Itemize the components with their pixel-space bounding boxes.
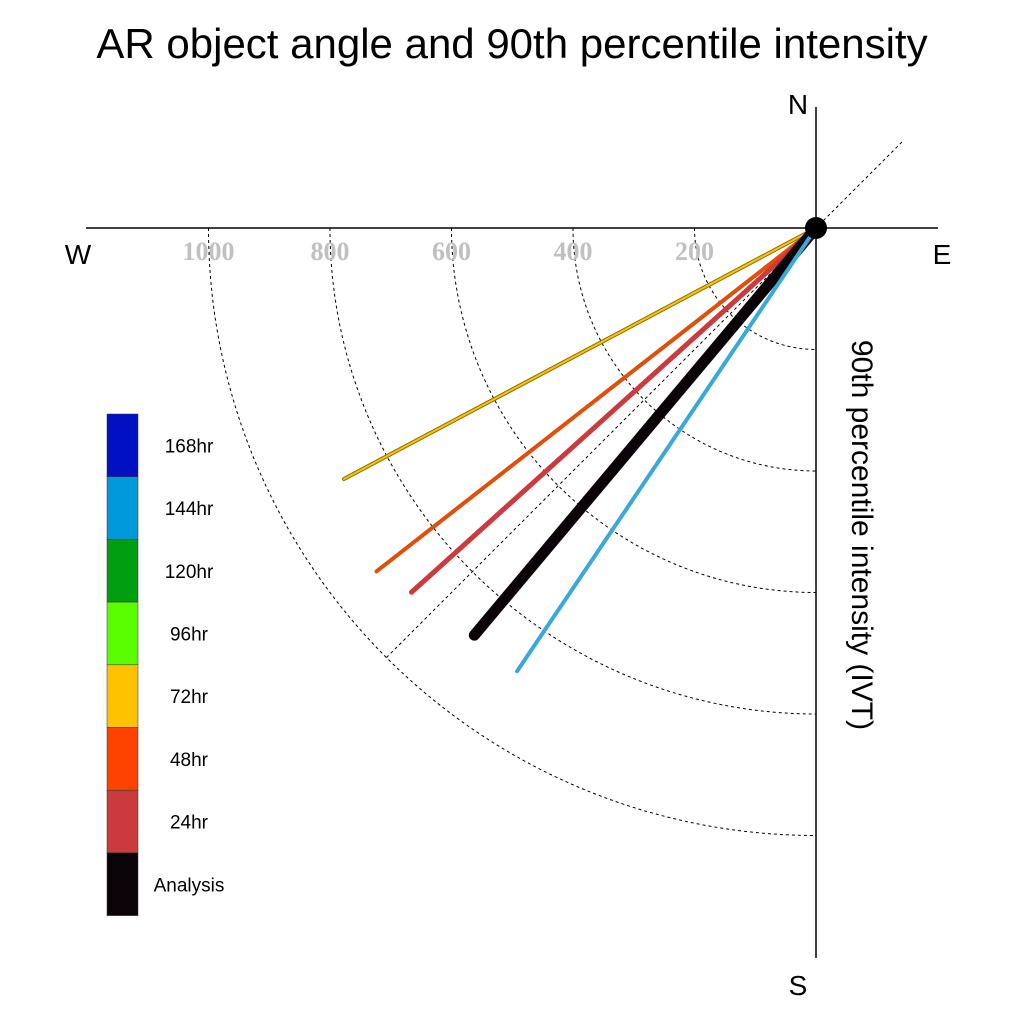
legend-swatch-120hr <box>106 539 139 603</box>
legend-swatch-72hr <box>106 664 139 728</box>
radial-tick-label-200: 200 <box>675 237 714 266</box>
grid-arc-200 <box>694 227 817 350</box>
radial-tick-label-800: 800 <box>311 237 350 266</box>
legend-swatch-24hr <box>106 789 139 854</box>
legend-swatch-168hr <box>106 413 139 477</box>
radial-tick-label-400: 400 <box>554 237 593 266</box>
grid-arc-600 <box>451 227 817 593</box>
compass-east-label: E <box>933 239 952 270</box>
y-axis-label: 90th percentile intensity (IVT) <box>845 340 878 730</box>
legend-swatch-analysis <box>106 852 139 916</box>
radial-tick-labels: 200 400 600 800 1000 <box>183 237 715 266</box>
grid-arc-1000 <box>208 227 817 836</box>
legend-label-analysis: Analysis <box>154 875 225 896</box>
legend-swatch-96hr <box>106 601 139 666</box>
legend-label-96hr: 96hr <box>170 624 209 645</box>
reference-diagonal <box>386 141 903 658</box>
radial-tick-label-1000: 1000 <box>183 237 235 266</box>
legend-label-24hr: 24hr <box>170 813 209 834</box>
legend-swatch-144hr <box>106 476 139 540</box>
legend-label-120hr: 120hr <box>165 562 214 583</box>
legend-label-48hr: 48hr <box>170 750 209 771</box>
series-vector-48hr <box>374 226 818 574</box>
compass-south-label: S <box>789 970 808 1001</box>
legend-swatch-48hr <box>106 727 139 791</box>
series-vector-24hr <box>408 225 819 595</box>
compass-west-label: W <box>65 239 92 270</box>
series-layer <box>341 222 822 674</box>
series-vector-analysis <box>468 222 822 641</box>
radial-tick-label-600: 600 <box>432 237 471 266</box>
chart-title: AR object angle and 90th percentile inte… <box>96 20 927 67</box>
legend-label-144hr: 144hr <box>165 499 214 520</box>
series-vector-144hr <box>515 226 818 674</box>
grid-arc-800 <box>329 227 817 715</box>
series-vector-72hr <box>341 226 818 481</box>
legend-label-168hr: 168hr <box>165 436 214 457</box>
origin-point <box>805 217 827 239</box>
legend-label-72hr: 72hr <box>170 687 209 708</box>
legend: 168hr 144hr 120hr 96hr 72hr 48hr 24hr Analysis <box>106 413 225 916</box>
grid-arc-400 <box>572 227 817 472</box>
compass-axes <box>86 107 938 958</box>
compass-north-label: N <box>788 89 808 120</box>
